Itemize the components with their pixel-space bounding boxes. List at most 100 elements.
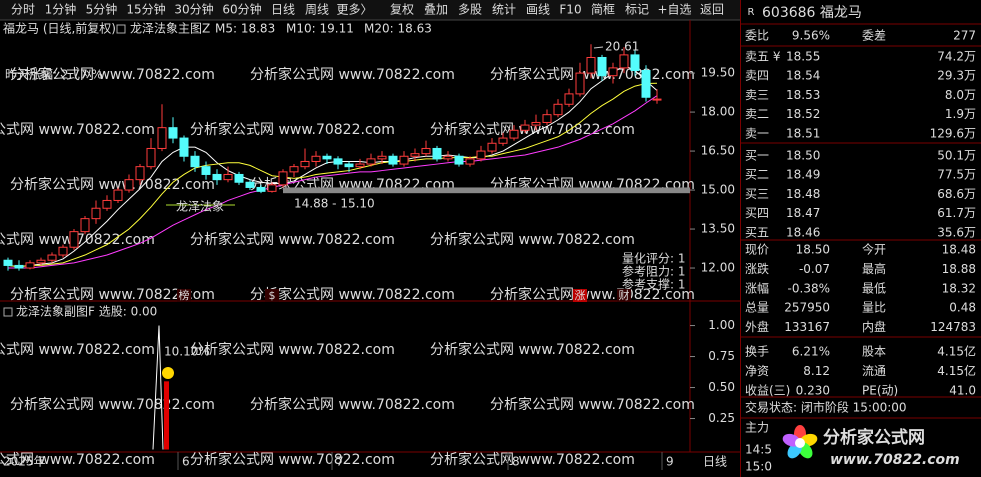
order-label: 买四 <box>745 206 769 220</box>
watermark: 分析家公式网 www.70822.com <box>0 341 155 358</box>
badge: R <box>748 7 755 18</box>
order-volume: 8.0万 <box>945 88 976 102</box>
order-volume: 77.5万 <box>937 168 976 182</box>
ma-label: M10: 19.11 <box>286 22 354 36</box>
watermark: 分析家公式网 www.70822.com <box>250 66 455 83</box>
period-label: 日线 <box>703 455 727 469</box>
quote-label: 换手 <box>745 345 769 359</box>
logo-center <box>795 438 805 448</box>
toolbar-item[interactable]: 画线 <box>526 3 550 17</box>
watermark: 分析家公式网 www.70822.com <box>10 286 215 303</box>
stock-code: 603686 福龙马 <box>762 5 862 21</box>
quote-label: 净资 <box>745 364 769 378</box>
quote-value: -0.38% <box>788 281 830 295</box>
candle-body <box>223 173 233 181</box>
quote-label: 现价 <box>745 243 769 257</box>
x-tick-label: 9 <box>666 455 674 469</box>
side-note: 参考阻力: 1 <box>622 264 686 279</box>
candle-body <box>388 155 398 165</box>
toolbar-item[interactable]: 15分钟 <box>126 2 165 17</box>
candle-body <box>630 54 640 71</box>
x-year: 2025年 <box>3 455 46 469</box>
candle-body <box>146 147 156 168</box>
order-label: 买五 <box>745 225 769 239</box>
toolbar-item[interactable]: 分时 <box>11 3 35 17</box>
smiley <box>162 367 174 379</box>
quote-label: 量比 <box>862 301 886 315</box>
order-price: 18.54 <box>786 69 820 83</box>
marker: 财 <box>619 288 630 302</box>
y-tick-label: 15.00 <box>701 183 735 197</box>
y-tick-label: 1.00 <box>708 318 735 332</box>
toolbar-item[interactable]: 返回 <box>700 3 724 17</box>
toolbar-item[interactable]: 复权 <box>390 3 414 17</box>
ma-label: M20: 18.63 <box>364 22 432 36</box>
quote-value: 18.50 <box>796 243 830 257</box>
candle-body <box>553 103 563 116</box>
order-label: 买二 <box>745 168 769 182</box>
support-zone <box>283 187 690 194</box>
toolbar-item[interactable]: 多股 <box>458 3 482 17</box>
quote-value: 18.48 <box>942 243 976 257</box>
y-tick-label: 0.25 <box>708 411 735 425</box>
order-label: 卖五 ¥ <box>745 50 781 64</box>
toolbar-item[interactable]: 30分钟 <box>174 2 213 17</box>
order-label: 卖一 <box>745 126 769 140</box>
candle-body <box>333 158 343 165</box>
order-volume: 1.9万 <box>945 107 976 121</box>
order-volume: 35.6万 <box>937 225 976 239</box>
toolbar-item[interactable]: 日线 <box>271 3 295 17</box>
quote-value: 257950 <box>784 301 830 315</box>
logo-url: www.70822.com <box>830 452 960 468</box>
order-price: 18.51 <box>786 126 820 140</box>
ma-line <box>8 95 658 269</box>
quote-value: 0.48 <box>949 301 976 315</box>
y-tick-label: 19.50 <box>701 66 735 80</box>
quote-value: 18.32 <box>942 281 976 295</box>
toolbar-item[interactable]: 5分钟 <box>86 2 118 17</box>
toolbar-item[interactable]: 1分钟 <box>45 2 77 17</box>
toolbar-item[interactable]: 60分钟 <box>222 2 261 17</box>
y-tick-label: 0.75 <box>708 349 735 363</box>
y-tick-label: 13.50 <box>701 222 735 236</box>
candle-body <box>377 155 387 160</box>
toolbar-item[interactable]: F10 <box>559 3 581 17</box>
y-tick-label: 0.50 <box>708 380 735 394</box>
watermark: 分析家公式网 www.70822.com <box>490 396 695 413</box>
candle-body <box>597 56 607 77</box>
candle-body <box>212 173 222 181</box>
toolbar-bg <box>0 0 740 20</box>
watermark: 分析家公式网 www.70822.com <box>430 341 635 358</box>
order-price: 18.55 <box>786 50 820 64</box>
candle-body <box>3 259 13 266</box>
quote-label: 股本 <box>862 345 886 359</box>
order-volume: 129.6万 <box>930 126 976 140</box>
toolbar-item[interactable]: 更多〉 <box>336 3 372 17</box>
quote-label: 今开 <box>862 242 886 257</box>
order-volume: 61.7万 <box>937 206 976 220</box>
watermark: 分析家公式网 www.70822.com <box>0 451 155 468</box>
candle-body <box>267 184 277 192</box>
indicator-icon <box>116 24 126 34</box>
order-label: 买一 <box>745 149 769 163</box>
order-price: 18.49 <box>786 168 820 182</box>
signal-spike <box>152 325 164 450</box>
candle-body <box>531 121 541 126</box>
toolbar-item[interactable]: 周线 <box>305 3 329 17</box>
toolbar-item[interactable]: 叠加 <box>424 3 448 17</box>
quote-value: 41.0 <box>949 383 976 397</box>
candle-body <box>245 181 255 188</box>
toolbar-item[interactable]: +自选 <box>657 3 691 17</box>
toolbar-item[interactable]: 简框 <box>591 3 615 17</box>
order-volume: 50.1万 <box>937 149 976 163</box>
signal-label: 龙泽法象 <box>176 200 224 214</box>
toolbar-item[interactable]: 标记 <box>625 3 649 17</box>
marker-box <box>177 289 191 302</box>
toolbar-item[interactable]: 统计 <box>492 3 516 17</box>
chart-title: 福龙马 (日线,前复权) <box>3 21 116 36</box>
marker-box <box>617 289 631 302</box>
candle-body <box>124 179 134 191</box>
trade-status: 交易状态: 闭市阶段 15:00:00 <box>745 400 907 415</box>
quote-value: 277 <box>953 29 976 43</box>
